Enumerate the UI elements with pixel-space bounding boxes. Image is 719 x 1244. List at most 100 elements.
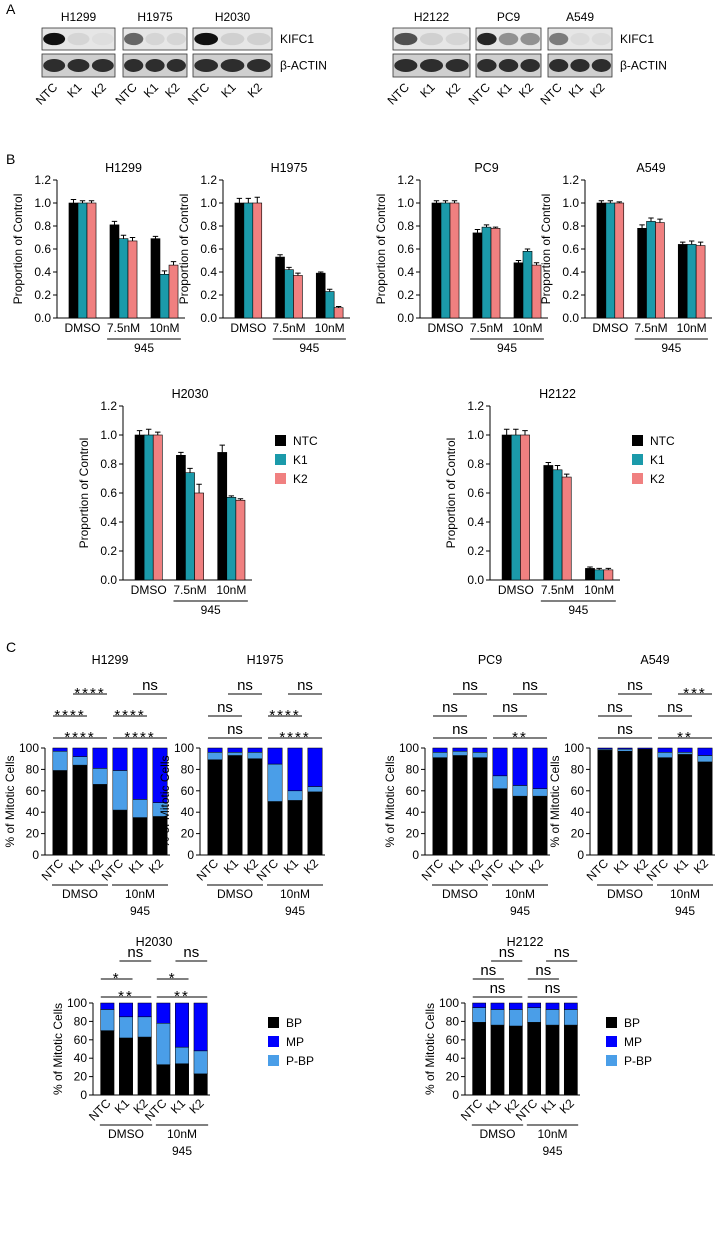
x-tick-label: DMSO (428, 321, 464, 335)
bar-segment (432, 757, 448, 856)
error-bar (318, 271, 324, 274)
significance-label: ns (535, 962, 551, 979)
bar-segment (657, 757, 673, 856)
y-tick-label: 60 (74, 1033, 88, 1047)
blot-band (549, 32, 569, 46)
error-bar (648, 217, 654, 222)
error-bar (245, 197, 252, 203)
x-tick-label: K2 (526, 856, 547, 877)
bar-segment (152, 747, 168, 803)
blot-band (246, 32, 271, 46)
y-tick-label: 0.8 (397, 219, 414, 233)
lane-label: K2 (245, 80, 266, 101)
x-tick-label: K2 (146, 856, 167, 877)
error-bar (639, 224, 645, 229)
significance-label: **** (269, 707, 300, 724)
x-tick-label: K1 (221, 856, 242, 877)
blot-band (498, 32, 519, 46)
y-tick-label: 0 (577, 848, 584, 862)
cell-line-label: H2030 (215, 10, 251, 24)
group-label: 945 (299, 341, 319, 355)
bar (520, 434, 530, 581)
x-tick-label: NTC (419, 856, 447, 884)
y-tick-label: 1.0 (467, 428, 484, 442)
bar-segment (247, 752, 263, 759)
bar (176, 454, 186, 581)
bar-segment (92, 747, 108, 769)
bar-segment (175, 1046, 189, 1064)
blot-strip (475, 27, 542, 51)
bar (234, 202, 245, 319)
error-bar (524, 248, 531, 252)
y-tick-label: 1.0 (100, 428, 117, 442)
x-tick-label: NTC (86, 1096, 114, 1124)
error-bar (155, 431, 161, 435)
bar-segment (227, 752, 243, 756)
bar-segment (175, 1002, 189, 1048)
error-bar (79, 200, 86, 203)
significance-label: **** (114, 707, 145, 724)
error-bar (145, 428, 152, 435)
blot-band (124, 59, 144, 72)
y-tick-label: 0.6 (100, 486, 117, 500)
y-tick-label: 0.8 (34, 219, 51, 233)
y-tick-label: 60 (26, 784, 40, 798)
y-tick-label: 40 (406, 805, 420, 819)
error-bar (492, 226, 499, 229)
group-label: 945 (568, 603, 588, 617)
blot-strip (392, 27, 471, 51)
legend-label: P-BP (624, 1054, 652, 1068)
bar (449, 202, 460, 319)
blot-band (220, 59, 245, 72)
y-axis-label: Proportion of Control (374, 194, 388, 305)
blot-strip (192, 27, 273, 51)
bar-segment (92, 768, 108, 785)
error-bar (605, 567, 612, 570)
bar (185, 472, 195, 581)
chart-title: H1299 (105, 161, 142, 175)
y-tick-label: 100 (67, 996, 87, 1010)
significance-label: ns (667, 699, 683, 716)
lane-label: NTC (537, 80, 565, 108)
group-label: 10nM (505, 887, 535, 901)
x-tick-label: 7.5nM (272, 321, 305, 335)
blot-band (477, 59, 497, 72)
legend-swatch (606, 1055, 617, 1066)
legend-label: K2 (650, 472, 665, 486)
lane-label: K2 (443, 80, 464, 101)
bar-segment (287, 747, 303, 792)
legend-swatch (268, 1036, 279, 1047)
blot-band (91, 32, 114, 46)
error-bar (587, 566, 593, 569)
bar (194, 492, 204, 581)
blot-band (43, 32, 66, 46)
lane-label: K2 (516, 80, 537, 101)
lane-label: K2 (89, 80, 110, 101)
significance-label: * (169, 970, 177, 987)
bar-segment (492, 775, 508, 789)
y-axis-label: % of Mitotic Cells (423, 1003, 437, 1095)
blot-band (194, 32, 219, 46)
error-bar (545, 462, 552, 466)
panel-label: A (6, 1, 16, 17)
blot-band (91, 59, 114, 72)
y-tick-label: 20 (181, 827, 195, 841)
error-bar (161, 270, 168, 275)
blot-band (67, 59, 90, 72)
bar-segment (112, 747, 128, 771)
bar-segment (227, 755, 243, 856)
x-tick-label: NTC (39, 856, 67, 884)
lane-label: K1 (64, 80, 85, 101)
bar-segment (508, 1009, 523, 1027)
bar-segment (563, 1009, 578, 1026)
y-tick-label: 0.8 (467, 457, 484, 471)
y-tick-label: 40 (181, 805, 195, 819)
bar-segment (697, 747, 713, 756)
x-tick-label: 7.5nM (541, 583, 574, 597)
y-tick-label: 20 (446, 1070, 460, 1084)
y-tick-label: 0.2 (200, 288, 217, 302)
blot-strip (547, 27, 613, 51)
x-tick-label: K1 (112, 1096, 133, 1117)
bar-segment (472, 752, 488, 758)
group-label: DMSO (442, 887, 478, 901)
